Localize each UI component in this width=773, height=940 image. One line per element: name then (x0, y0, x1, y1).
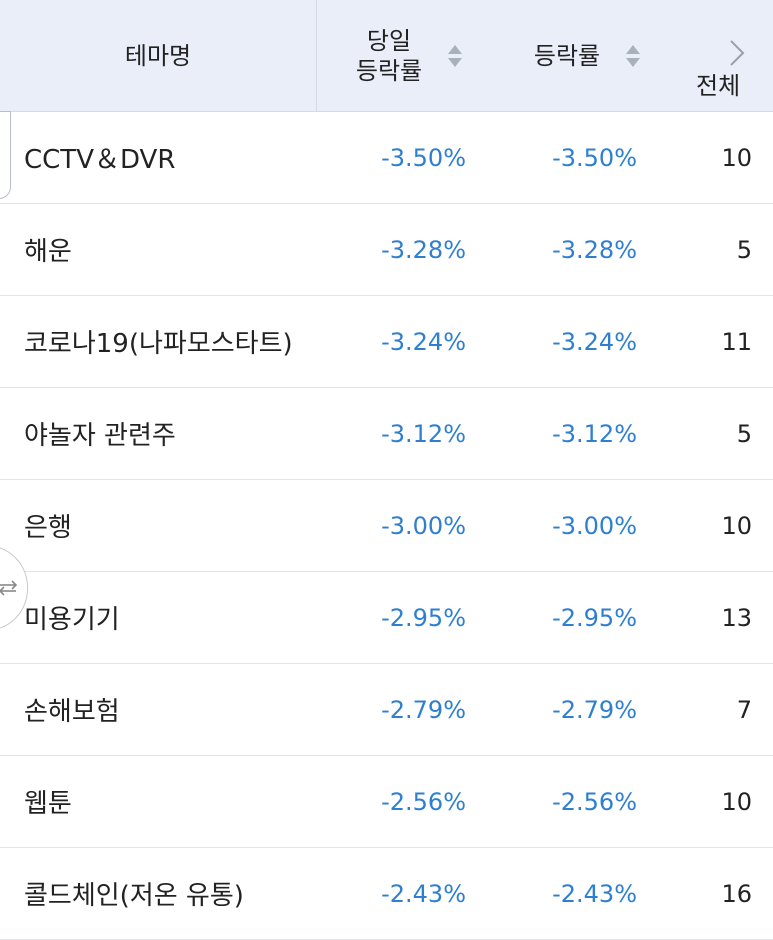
stock-count: 16 (721, 879, 752, 908)
theme-name: 손해보험 (24, 697, 120, 727)
table-row[interactable]: 코로나19(나파모스타트) -3.24% -3.24% 11 (0, 296, 773, 388)
column-header-change-rate[interactable]: 등락률 (502, 0, 672, 111)
change-rate-value: -2.79% (552, 695, 637, 724)
today-change-value: -3.50% (381, 143, 466, 172)
today-change-value: -3.00% (381, 511, 466, 540)
today-change-value: -2.79% (381, 695, 466, 724)
theme-name: 해운 (24, 237, 72, 267)
table-row[interactable]: 미용기기 -2.95% -2.95% 13 (0, 572, 773, 664)
stock-count: 11 (721, 327, 752, 356)
table-row[interactable]: 은행 -3.00% -3.00% 10 (0, 480, 773, 572)
today-change-value: -3.12% (381, 419, 466, 448)
column-header-today-change[interactable]: 당일 등락률 (316, 0, 502, 111)
theme-name: 코로나19(나파모스타트) (24, 329, 293, 359)
stock-count: 7 (736, 695, 752, 724)
today-change-value: -3.24% (381, 327, 466, 356)
today-change-label-line1: 당일 (366, 26, 412, 55)
change-rate-value: -3.50% (552, 143, 637, 172)
stock-count: 10 (721, 511, 752, 540)
chevron-right-icon[interactable] (721, 38, 751, 68)
change-rate-value: -2.95% (552, 603, 637, 632)
today-change-header-label: 당일 등락률 (356, 26, 422, 86)
sort-updown-icon[interactable] (626, 44, 641, 67)
stock-count: 10 (721, 787, 752, 816)
today-change-value: -2.43% (381, 879, 466, 908)
stock-count: 5 (736, 419, 752, 448)
theme-name: 야놀자 관련주 (24, 421, 176, 451)
table-row[interactable]: 콜드체인(저온 유통) -2.43% -2.43% 16 (0, 848, 773, 940)
table-row[interactable]: CCTV＆DVR -3.50% -3.50% 10 (0, 112, 773, 204)
today-change-label-line2: 등락률 (355, 56, 423, 85)
table-row[interactable]: 해운 -3.28% -3.28% 5 (0, 204, 773, 296)
theme-name: CCTV＆DVR (24, 145, 176, 175)
table-header: 테마명 당일 등락률 등락률 전체 (0, 0, 773, 112)
today-change-value: -3.28% (381, 235, 466, 264)
column-header-total[interactable]: 전체 (672, 0, 773, 111)
column-header-theme: 테마명 (0, 0, 317, 111)
change-rate-header-label: 등락률 (533, 41, 601, 70)
swap-arrows-icon[interactable] (0, 577, 19, 599)
table-row[interactable]: 손해보험 -2.79% -2.79% 7 (0, 664, 773, 756)
change-rate-value: -2.43% (552, 879, 637, 908)
theme-header-label: 테마명 (124, 41, 192, 70)
side-panel-edge (0, 111, 11, 199)
stock-count: 10 (721, 143, 752, 172)
change-rate-value: -3.24% (552, 327, 637, 356)
today-change-value: -2.56% (381, 787, 466, 816)
table-row[interactable]: 야놀자 관련주 -3.12% -3.12% 5 (0, 388, 773, 480)
change-rate-value: -3.28% (552, 235, 637, 264)
today-change-value: -2.95% (381, 603, 466, 632)
change-rate-value: -2.56% (552, 787, 637, 816)
sort-updown-icon[interactable] (448, 44, 463, 67)
change-rate-value: -3.12% (552, 419, 637, 448)
theme-name: 웹툰 (24, 789, 72, 819)
stock-count: 13 (721, 603, 752, 632)
theme-name: 미용기기 (24, 605, 120, 635)
stock-count: 5 (736, 235, 752, 264)
total-header-label: 전체 (696, 72, 741, 100)
table-row[interactable]: 웹툰 -2.56% -2.56% 10 (0, 756, 773, 848)
change-rate-value: -3.00% (552, 511, 637, 540)
theme-name: 은행 (24, 513, 72, 543)
theme-name: 콜드체인(저온 유통) (24, 881, 244, 911)
